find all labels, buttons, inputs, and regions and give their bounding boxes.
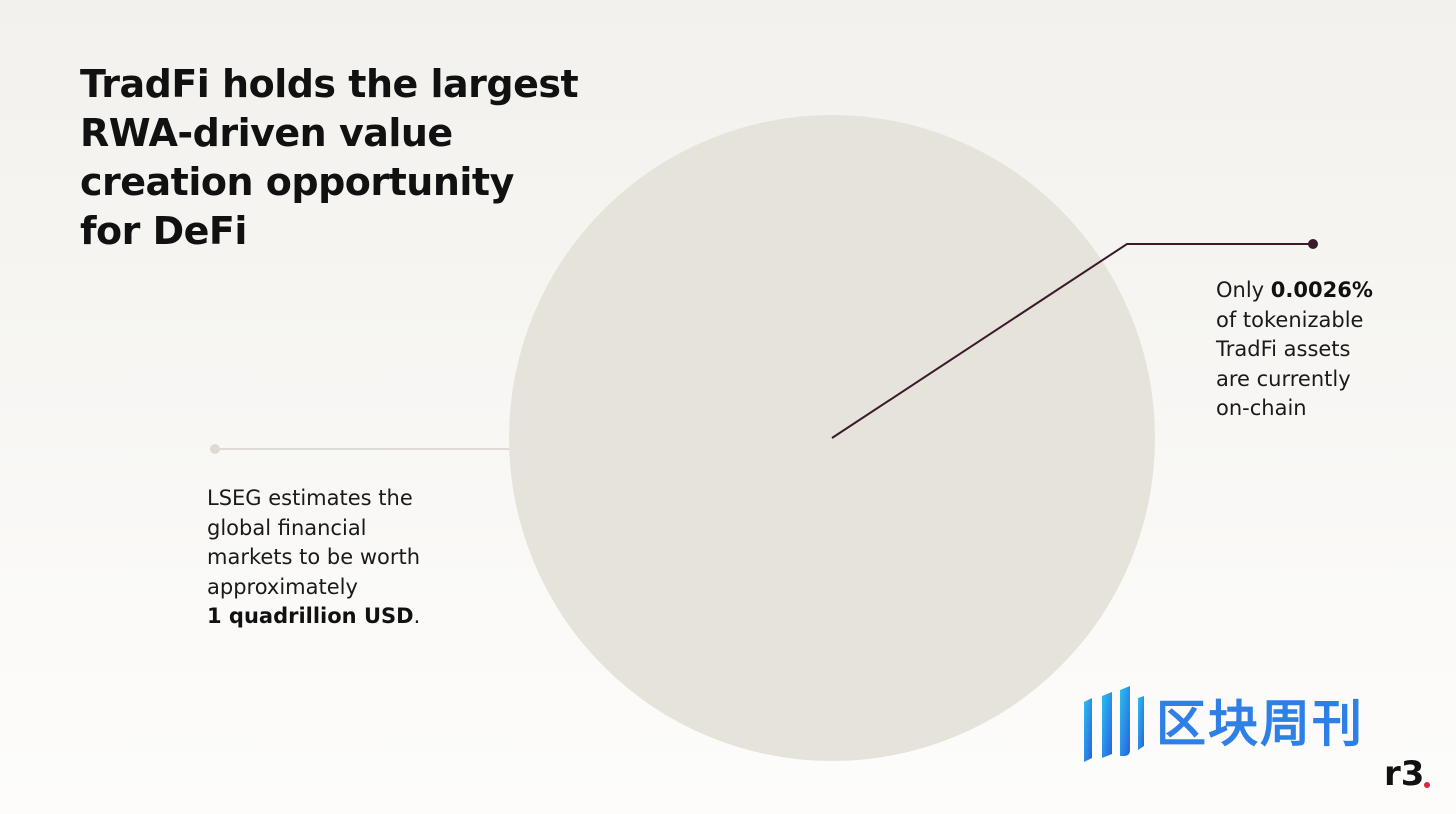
r3-logo-dot <box>1424 782 1430 788</box>
left-callout-suffix: . <box>413 604 421 628</box>
page-title: TradFi holds the largest RWA-driven valu… <box>80 60 580 256</box>
watermark: 区块周刊 <box>1080 684 1430 764</box>
watermark-logo-icon <box>1084 686 1144 762</box>
left-leader-dot <box>210 444 220 454</box>
right-callout-line-2: TradFi assets <box>1216 337 1351 361</box>
title-line-4: for DeFi <box>80 209 247 253</box>
right-callout-bold-value: 0.0026% <box>1270 278 1373 302</box>
watermark-text: 区块周刊 <box>1156 695 1364 753</box>
right-callout-line-3: are currently <box>1216 366 1351 391</box>
left-callout: LSEG estimates the global financial mark… <box>207 484 507 632</box>
left-callout-line-1: LSEG estimates the <box>207 486 413 510</box>
title-line-2: RWA-driven value <box>80 111 453 155</box>
right-callout-prefix: Only <box>1216 278 1271 302</box>
left-callout-value-line: 1 quadrillion USD. <box>207 602 507 632</box>
left-callout-line-3: markets to be worth <box>207 545 421 569</box>
right-callout-line-1: of tokenizable <box>1216 307 1364 332</box>
right-leader-dot <box>1308 239 1318 249</box>
right-callout-line-4: on-chain <box>1216 396 1307 420</box>
right-leader-line <box>831 243 1313 439</box>
title-line-3: creation opportunity <box>80 160 514 204</box>
right-callout-first-line: Only 0.0026% <box>1216 276 1436 306</box>
right-callout: Only 0.0026% of tokenizable TradFi asset… <box>1216 276 1436 424</box>
left-callout-line-2: global financial <box>207 515 367 540</box>
left-callout-bold-value: 1 quadrillion USD <box>207 604 414 628</box>
r3-logo: r3 <box>1384 754 1425 794</box>
title-line-1: TradFi holds the largest <box>80 62 579 106</box>
left-callout-line-4: approximately <box>207 574 358 599</box>
